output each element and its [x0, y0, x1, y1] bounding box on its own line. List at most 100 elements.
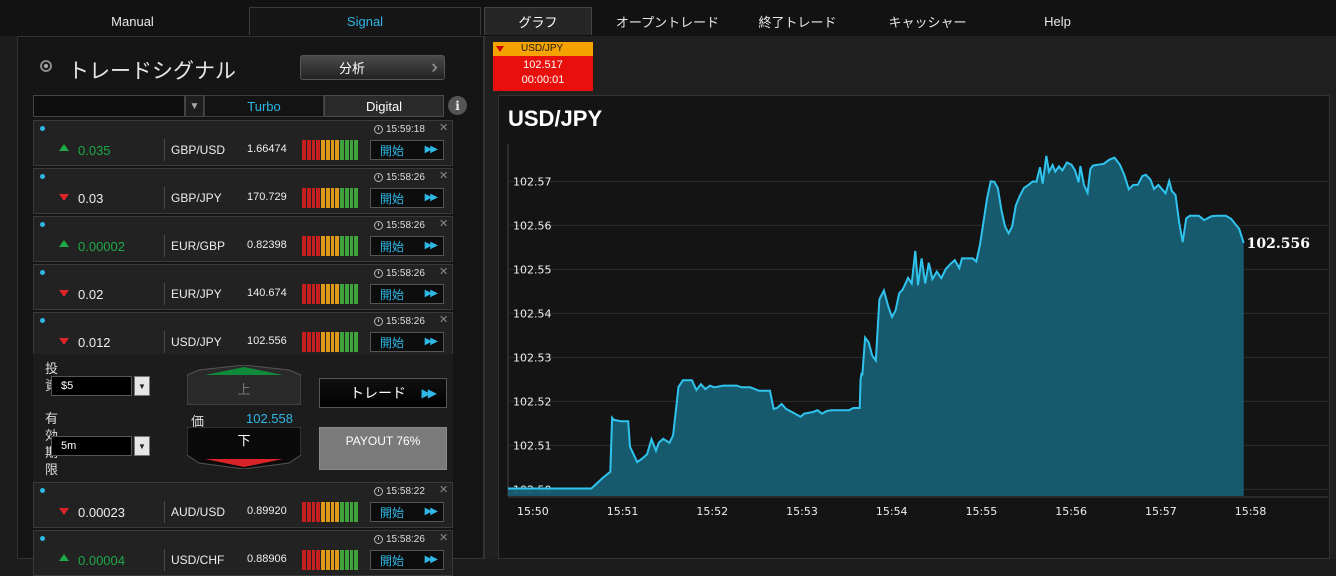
up-button-label: 上: [237, 383, 250, 398]
chevron-down-icon[interactable]: ▼: [185, 95, 204, 117]
signal-time-text: 15:58:26: [386, 268, 425, 279]
strength-meter: [302, 550, 358, 570]
x-tick-label: 15:53: [786, 505, 818, 518]
trade-button[interactable]: トレード ▶▶: [319, 378, 447, 408]
status-dot: [40, 318, 45, 323]
y-tick-label: 102.57: [513, 175, 552, 188]
x-tick-label: 15:52: [696, 505, 728, 518]
arrow-down-icon: [59, 338, 69, 345]
signal-delta: 0.012: [78, 335, 111, 350]
signal-price: 140.674: [247, 287, 287, 299]
signal-time: 15:58:26: [374, 172, 425, 183]
tab-signal[interactable]: Signal: [249, 7, 481, 35]
price-line: [508, 155, 1245, 490]
fast-forward-icon: ▶▶: [424, 288, 438, 299]
ticker-pair: USD/JPY: [493, 42, 593, 56]
status-dot: [40, 174, 45, 179]
signal-time: 15:59:18: [374, 124, 425, 135]
strength-meter: [302, 502, 358, 522]
clock-icon: [374, 125, 383, 134]
start-button[interactable]: 開始 ▶▶: [370, 332, 444, 352]
last-price-label: 102.556: [1247, 236, 1310, 252]
start-button-label: 開始: [380, 239, 405, 254]
start-button[interactable]: 開始 ▶▶: [370, 502, 444, 522]
fast-forward-icon: ▶▶: [424, 240, 438, 251]
start-button[interactable]: 開始 ▶▶: [370, 140, 444, 160]
signal-price: 102.556: [247, 335, 287, 347]
signal-row[interactable]: 15:59:18 ✕ 0.035 GBP/USD 1.66474 開始 ▶▶: [33, 120, 453, 166]
arrow-down-icon: [59, 290, 69, 297]
strength-meter: [302, 140, 358, 160]
close-icon[interactable]: ✕: [439, 484, 449, 496]
radio-button[interactable]: [40, 60, 52, 72]
strength-meter: [302, 332, 358, 352]
signal-price: 170.729: [247, 191, 287, 203]
up-button[interactable]: 上: [187, 365, 301, 405]
down-button[interactable]: 下: [187, 427, 301, 469]
y-tick-label: 102.56: [513, 219, 552, 232]
signal-row[interactable]: 15:58:26 ✕ 0.00004 USD/CHF 0.88906 開始 ▶▶: [33, 530, 453, 576]
x-tick-label: 15:56: [1055, 505, 1087, 518]
start-button[interactable]: 開始 ▶▶: [370, 188, 444, 208]
x-tick-label: 15:55: [966, 505, 998, 518]
start-button[interactable]: 開始 ▶▶: [370, 550, 444, 570]
y-tick-label: 102.51: [513, 439, 552, 452]
strength-meter: [302, 188, 358, 208]
signal-delta: 0.00023: [78, 505, 125, 520]
active-ticker[interactable]: USD/JPY 102.517 00:00:01: [493, 42, 593, 91]
info-icon[interactable]: i: [448, 96, 467, 115]
tab-open-trades[interactable]: オープントレード: [615, 14, 720, 30]
signal-price: 1.66474: [247, 143, 287, 155]
signal-row[interactable]: 15:58:26 ✕ 0.00002 EUR/GBP 0.82398 開始 ▶▶: [33, 216, 453, 262]
fast-forward-icon: ▶▶: [421, 386, 438, 400]
start-button-label: 開始: [380, 143, 405, 158]
tab-closed-trades[interactable]: 終了トレード: [758, 14, 837, 30]
close-icon[interactable]: ✕: [439, 122, 449, 134]
start-button-label: 開始: [380, 553, 405, 568]
fast-forward-icon: ▶▶: [424, 554, 438, 565]
price-area: [508, 155, 1244, 496]
tab-help[interactable]: Help: [1044, 13, 1071, 29]
tab-digital[interactable]: Digital: [324, 95, 444, 117]
panel-title: トレードシグナル: [68, 60, 236, 83]
price-label: 価: [191, 414, 205, 429]
currency-pair: EUR/JPY: [164, 283, 222, 305]
signal-row[interactable]: 15:58:26 ✕ 0.03 GBP/JPY 170.729 開始 ▶▶: [33, 168, 453, 214]
tab-cashier[interactable]: キャッシャー: [888, 14, 967, 30]
signal-time: 15:58:22: [374, 486, 425, 497]
chevron-down-icon[interactable]: ▼: [134, 436, 150, 456]
down-button-label: 下: [237, 434, 250, 449]
close-icon[interactable]: ✕: [439, 266, 449, 278]
ticker-price: 102.517: [523, 59, 563, 71]
close-icon[interactable]: ✕: [439, 170, 449, 182]
start-button[interactable]: 開始 ▶▶: [370, 284, 444, 304]
arrow-down-icon: [59, 508, 69, 515]
signal-row[interactable]: 15:58:22 ✕ 0.00023 AUD/USD 0.89920 開始 ▶▶: [33, 482, 453, 528]
filter-select[interactable]: [33, 95, 185, 117]
tab-manual[interactable]: Manual: [111, 13, 154, 29]
clock-icon: [374, 535, 383, 544]
status-dot: [40, 222, 45, 227]
close-icon[interactable]: ✕: [439, 532, 449, 544]
signal-time-text: 15:58:26: [386, 172, 425, 183]
signal-time-text: 15:58:26: [386, 316, 425, 327]
x-tick-label: 15:50: [517, 505, 549, 518]
close-icon[interactable]: ✕: [439, 218, 449, 230]
analyze-button[interactable]: 分析: [300, 55, 445, 80]
tab-graph[interactable]: グラフ: [484, 7, 592, 35]
y-tick-label: 102.52: [513, 395, 552, 408]
start-button[interactable]: 開始 ▶▶: [370, 236, 444, 256]
signal-row[interactable]: 15:58:26 ✕ 0.02 EUR/JPY 140.674 開始 ▶▶: [33, 264, 453, 310]
arrow-up-icon: [59, 240, 69, 247]
signal-row[interactable]: 15:58:26 ✕ 0.012 USD/JPY 102.556 開始 ▶▶: [33, 312, 453, 358]
signal-delta: 0.00004: [78, 553, 125, 568]
x-tick-label: 15:51: [607, 505, 639, 518]
close-icon[interactable]: ✕: [439, 314, 449, 326]
signal-delta: 0.035: [78, 143, 111, 158]
signal-time-text: 15:59:18: [386, 124, 425, 135]
currency-pair: AUD/USD: [164, 501, 225, 523]
investment-input[interactable]: $5: [51, 376, 132, 396]
expiry-input[interactable]: 5m: [51, 436, 132, 456]
chevron-down-icon[interactable]: ▼: [134, 376, 150, 396]
tab-turbo[interactable]: Turbo: [204, 95, 324, 117]
